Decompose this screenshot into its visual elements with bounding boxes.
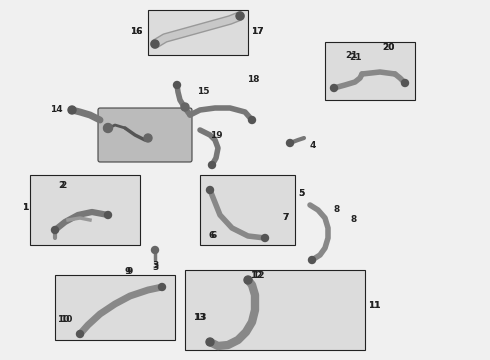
Text: 1: 1: [22, 202, 28, 211]
Text: 17: 17: [251, 27, 264, 36]
Bar: [325, 42, 415, 100]
Text: 9: 9: [127, 267, 133, 276]
Bar: [200, 175, 295, 245]
Circle shape: [248, 117, 255, 123]
Text: 14: 14: [50, 105, 63, 114]
Text: 21: 21: [349, 54, 361, 63]
Circle shape: [103, 123, 113, 132]
Bar: [185, 270, 365, 350]
Circle shape: [76, 330, 83, 338]
Text: 13: 13: [194, 314, 206, 323]
Circle shape: [287, 139, 294, 147]
Text: 20: 20: [382, 42, 394, 51]
Text: 18: 18: [247, 76, 260, 85]
Text: 5: 5: [298, 189, 304, 198]
Text: 6: 6: [210, 230, 216, 239]
Text: 11: 11: [368, 301, 381, 310]
Circle shape: [206, 338, 214, 346]
Circle shape: [144, 134, 152, 142]
FancyBboxPatch shape: [98, 108, 192, 162]
Text: 20: 20: [382, 42, 394, 51]
Circle shape: [330, 85, 338, 91]
Circle shape: [209, 162, 216, 168]
Circle shape: [104, 211, 112, 219]
Circle shape: [151, 40, 159, 48]
Circle shape: [158, 284, 166, 291]
Circle shape: [206, 186, 214, 194]
Text: 10: 10: [60, 315, 73, 324]
Bar: [148, 10, 248, 55]
Text: 16: 16: [130, 27, 143, 36]
Text: 11: 11: [368, 301, 381, 310]
Text: 19: 19: [210, 130, 222, 139]
Circle shape: [236, 12, 244, 20]
Text: 10: 10: [57, 315, 70, 324]
Circle shape: [151, 247, 158, 253]
Text: 12: 12: [250, 270, 263, 279]
Circle shape: [262, 234, 269, 242]
Text: 12: 12: [252, 270, 265, 279]
Circle shape: [181, 103, 189, 111]
Text: 3: 3: [152, 264, 158, 273]
Text: 15: 15: [197, 86, 210, 95]
Text: 7: 7: [282, 213, 289, 222]
Circle shape: [401, 80, 409, 86]
Text: 7: 7: [282, 213, 289, 222]
Circle shape: [309, 256, 316, 264]
Text: 5: 5: [298, 189, 304, 198]
Text: 6: 6: [208, 230, 214, 239]
Text: 2: 2: [58, 180, 64, 189]
Text: 1: 1: [22, 202, 28, 211]
Text: 9: 9: [125, 267, 131, 276]
Text: 3: 3: [152, 261, 158, 270]
Bar: [30, 175, 140, 245]
Text: 16: 16: [130, 27, 143, 36]
Circle shape: [173, 81, 180, 89]
Text: 21: 21: [345, 50, 358, 59]
Circle shape: [51, 226, 58, 234]
Circle shape: [68, 106, 76, 114]
Text: 17: 17: [251, 27, 264, 36]
Text: 13: 13: [193, 314, 205, 323]
Text: 8: 8: [333, 206, 339, 215]
Bar: [55, 275, 175, 340]
Text: 4: 4: [310, 140, 317, 149]
Text: 8: 8: [350, 216, 356, 225]
Circle shape: [244, 276, 252, 284]
Text: 2: 2: [60, 180, 66, 189]
